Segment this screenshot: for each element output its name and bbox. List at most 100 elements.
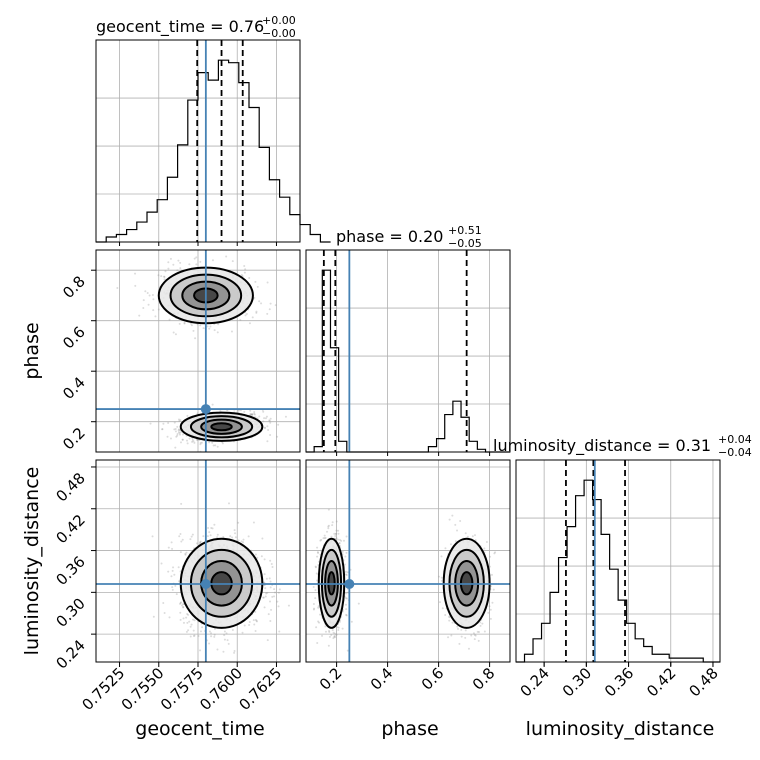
sample-point xyxy=(331,524,334,527)
sample-point xyxy=(474,634,477,637)
sample-point xyxy=(233,651,236,654)
sample-point xyxy=(167,421,170,424)
sample-point xyxy=(317,605,320,608)
sample-point xyxy=(492,588,495,591)
sample-point xyxy=(278,630,281,633)
sample-point xyxy=(337,538,340,541)
sample-point xyxy=(269,417,272,420)
sample-point xyxy=(337,629,340,632)
sample-point xyxy=(162,422,165,425)
sample-point xyxy=(258,415,261,418)
sample-point xyxy=(116,287,119,290)
sample-point xyxy=(330,535,333,538)
sample-point xyxy=(454,523,457,526)
sample-point xyxy=(339,538,342,541)
sample-point xyxy=(330,633,333,636)
sample-point xyxy=(177,566,180,569)
sample-point xyxy=(260,555,263,558)
sample-point xyxy=(270,608,273,611)
sample-point xyxy=(489,617,492,620)
sample-point xyxy=(344,573,347,576)
sample-point xyxy=(251,316,254,319)
title-geocent-time-upper: +0.00 xyxy=(262,14,296,27)
sample-point xyxy=(327,525,330,528)
title-phase: phase = 0.20 xyxy=(336,227,443,246)
sample-point xyxy=(268,419,271,422)
sample-point xyxy=(195,256,198,259)
sample-point xyxy=(138,314,141,317)
sample-point xyxy=(268,419,271,422)
sample-point xyxy=(178,428,181,431)
sample-point xyxy=(274,591,277,594)
sample-point xyxy=(197,634,200,637)
sample-point xyxy=(266,425,269,428)
sample-point xyxy=(179,419,182,422)
sample-point xyxy=(178,432,181,435)
sample-point xyxy=(192,618,195,621)
sample-point xyxy=(276,600,279,603)
sample-point xyxy=(262,596,265,599)
sample-point xyxy=(451,514,454,517)
sample-point xyxy=(199,649,202,652)
sample-point xyxy=(333,634,336,637)
sample-point xyxy=(481,622,484,625)
sample-point xyxy=(179,602,182,605)
sample-point xyxy=(207,526,210,529)
sample-point xyxy=(448,518,451,521)
sample-point xyxy=(312,602,315,605)
sample-point xyxy=(192,329,195,332)
x-tick-label-luminosity_distance: 0.36 xyxy=(601,664,637,700)
sample-point xyxy=(223,634,226,637)
sample-point xyxy=(188,620,191,623)
sample-point xyxy=(213,329,216,332)
x-tick-label-geocent_time: 0.7575 xyxy=(157,664,207,714)
truth-point xyxy=(200,578,211,589)
sample-point xyxy=(172,331,175,334)
sample-point xyxy=(266,312,269,315)
sample-point xyxy=(441,607,444,610)
sample-point xyxy=(265,577,268,580)
sample-point xyxy=(190,324,193,327)
sample-point xyxy=(206,535,209,538)
sample-point xyxy=(181,438,184,441)
sample-point xyxy=(164,270,167,273)
sample-point xyxy=(191,533,194,536)
sample-point xyxy=(248,322,251,325)
sample-point xyxy=(243,624,246,627)
sample-point xyxy=(263,606,266,609)
title-luminosity-distance: luminosity_distance = 0.31 xyxy=(493,436,711,456)
sample-point xyxy=(345,574,348,577)
sample-point xyxy=(473,633,476,636)
sample-point xyxy=(216,331,219,334)
title-phase-upper: +0.51 xyxy=(448,224,482,237)
sample-point xyxy=(174,584,177,587)
sample-point xyxy=(335,520,338,523)
sample-point xyxy=(195,263,198,266)
sample-point xyxy=(174,430,177,433)
sample-point xyxy=(191,440,194,443)
sample-point xyxy=(345,613,348,616)
sample-point xyxy=(287,604,290,607)
sample-point xyxy=(255,311,258,314)
sample-point xyxy=(317,620,320,623)
sample-point xyxy=(152,615,155,618)
sample-point xyxy=(210,635,213,638)
sample-point xyxy=(489,555,492,558)
sample-point xyxy=(142,307,145,310)
sample-point xyxy=(269,302,272,305)
sample-point xyxy=(253,296,256,299)
sample-point xyxy=(172,566,175,569)
sample-point xyxy=(186,439,189,442)
sample-point xyxy=(237,409,240,412)
sample-point xyxy=(331,629,334,632)
xlabel-luminosity-distance: luminosity_distance xyxy=(526,718,715,740)
sample-point xyxy=(249,413,252,416)
sample-point xyxy=(332,637,335,640)
sample-point xyxy=(440,555,443,558)
sample-point xyxy=(199,260,202,263)
sample-point xyxy=(316,551,319,554)
sample-point xyxy=(237,539,240,542)
sample-point xyxy=(149,422,152,425)
sample-point xyxy=(449,543,452,546)
sample-point xyxy=(173,428,176,431)
